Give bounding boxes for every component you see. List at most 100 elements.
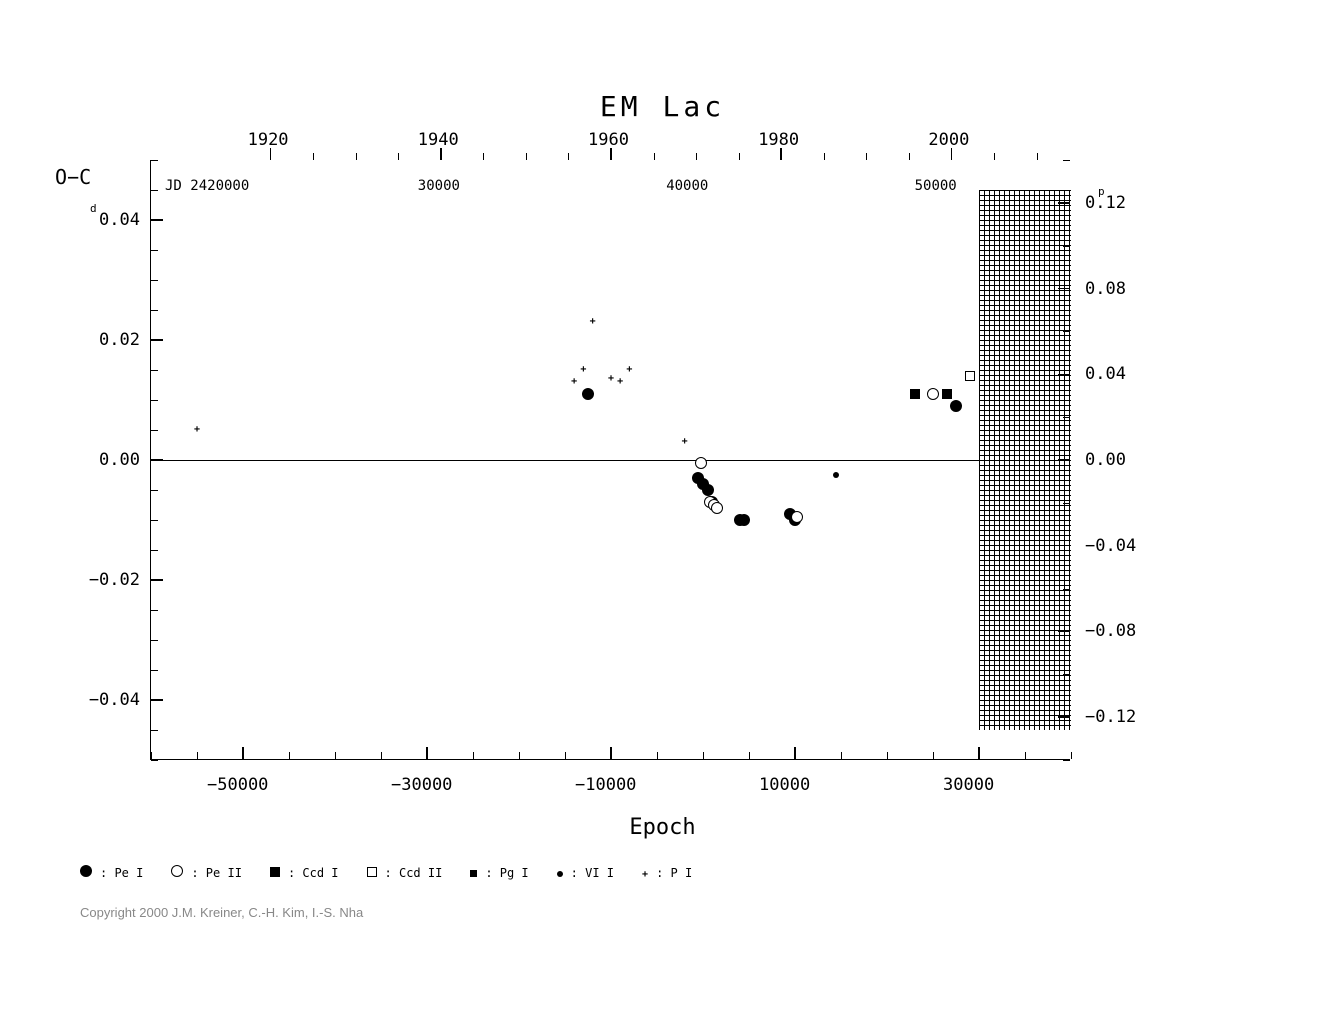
y-tick-left-minor (151, 310, 158, 311)
legend-item: + : P I (642, 866, 692, 880)
x-tick-bottom-minor (473, 752, 474, 759)
x-tick-label-bottom: −50000 (207, 775, 268, 795)
x-tick-bottom-minor (197, 752, 198, 759)
legend-marker-icon (270, 866, 280, 880)
x-tick-label-bottom: 30000 (943, 775, 994, 795)
marker-plus: + (682, 437, 688, 447)
legend-label: : Pe I (100, 866, 143, 880)
marker-square-open (367, 867, 377, 877)
x-tick-label-bottom: −30000 (391, 775, 452, 795)
marker-circle-filled-small (557, 871, 563, 877)
marker-plus: + (571, 377, 577, 387)
y-tick-right (1058, 545, 1070, 547)
x-tick-bottom (426, 747, 428, 759)
legend: : Pe I : Pe II : Ccd I : Ccd II : Pg I :… (80, 865, 708, 880)
x-tick-label-top-year: 1960 (588, 130, 629, 150)
legend-label: : Pg I (485, 866, 528, 880)
legend-item: : Pe I (80, 865, 143, 880)
zero-line (151, 460, 1070, 461)
x-tick-top-year-minor (696, 153, 697, 160)
x-tick-top-year-minor (994, 153, 995, 160)
x-tick-top-year-minor (1037, 153, 1038, 160)
x-tick-top-year-minor (398, 153, 399, 160)
y-tick-label-left: 0.04 (99, 210, 140, 230)
legend-label: : VI I (571, 866, 614, 880)
y-tick-label-right: −0.12 (1085, 707, 1136, 727)
x-tick-bottom-minor (1025, 752, 1026, 759)
x-tick-label-top-year: 1940 (418, 130, 459, 150)
y-tick-left-minor (151, 640, 158, 641)
x-tick-bottom (978, 747, 980, 759)
x-tick-top-year-minor (568, 153, 569, 160)
y-tick-right (1058, 716, 1070, 718)
y-tick-right (1058, 374, 1070, 376)
y-tick-left-minor (151, 760, 158, 761)
y-tick-left-minor (151, 430, 158, 431)
legend-label: : Pe II (191, 866, 242, 880)
y-tick-label-right: 0.00 (1085, 450, 1126, 470)
y-tick-left-minor (151, 190, 158, 191)
y-tick-right-minor (1063, 417, 1070, 418)
jd-offset-label: JD 2420000 (165, 178, 249, 194)
x-tick-bottom-minor (933, 752, 934, 759)
x-tick-top-year-minor (654, 153, 655, 160)
x-tick-top-year-minor (526, 153, 527, 160)
y-tick-left (151, 219, 163, 221)
y-tick-right (1058, 288, 1070, 290)
y-tick-label-left: −0.02 (89, 570, 140, 590)
legend-marker-icon (171, 865, 183, 880)
x-tick-top-year-minor (909, 153, 910, 160)
y-tick-right-minor (1063, 331, 1070, 332)
x-tick-top-year-minor (866, 153, 867, 160)
chart-area: ++++++++ (150, 160, 1070, 760)
marker-circle-filled (702, 484, 714, 496)
x-tick-label-top-year: 1980 (758, 130, 799, 150)
legend-item: : VI I (557, 866, 614, 880)
legend-marker-icon (557, 866, 563, 880)
y-tick-label-left: −0.04 (89, 690, 140, 710)
legend-label: : Ccd II (385, 866, 443, 880)
x-tick-label-top-jd: 50000 (915, 178, 957, 194)
y-tick-left-minor (151, 550, 158, 551)
x-tick-bottom-minor (657, 752, 658, 759)
x-tick-top-year-minor (313, 153, 314, 160)
legend-label: : P I (656, 866, 692, 880)
marker-circle-filled (738, 514, 750, 526)
y-tick-label-right: 0.04 (1085, 364, 1126, 384)
y-tick-label-right: −0.08 (1085, 621, 1136, 641)
x-tick-top-year-minor (483, 153, 484, 160)
y-tick-right-minor (1063, 674, 1070, 675)
legend-marker-icon (80, 865, 92, 880)
y-tick-label-right: 0.08 (1085, 279, 1126, 299)
x-tick-bottom-minor (887, 752, 888, 759)
legend-marker-icon (367, 866, 377, 880)
y-tick-left-minor (151, 520, 158, 521)
marker-plus: + (608, 374, 614, 384)
x-tick-bottom-minor (1071, 752, 1072, 759)
marker-square-open (965, 371, 975, 381)
x-tick-bottom-minor (289, 752, 290, 759)
marker-circle-open (927, 388, 939, 400)
x-tick-bottom-minor (151, 752, 152, 759)
marker-circle-open (171, 865, 183, 877)
y-tick-left-minor (151, 730, 158, 731)
y-tick-left-minor (151, 610, 158, 611)
y-tick-label-right: 0.12 (1085, 193, 1126, 213)
marker-square-filled (270, 867, 280, 877)
x-tick-label-top-year: 2000 (928, 130, 969, 150)
y-tick-label-left: 0.00 (99, 450, 140, 470)
x-tick-bottom (794, 747, 796, 759)
y-tick-left (151, 699, 163, 701)
x-tick-bottom-minor (703, 752, 704, 759)
marker-circle-filled (80, 865, 92, 877)
y-tick-label-left: 0.02 (99, 330, 140, 350)
x-tick-bottom (610, 747, 612, 759)
x-tick-top-year-minor (739, 153, 740, 160)
y-tick-right-minor (1063, 160, 1070, 161)
legend-item: : Ccd I (270, 866, 339, 880)
marker-circle-open (711, 502, 723, 514)
x-tick-bottom-minor (565, 752, 566, 759)
y-tick-right-minor (1063, 760, 1070, 761)
x-tick-label-top-year: 1920 (248, 130, 289, 150)
x-tick-label-top-jd: 40000 (666, 178, 708, 194)
